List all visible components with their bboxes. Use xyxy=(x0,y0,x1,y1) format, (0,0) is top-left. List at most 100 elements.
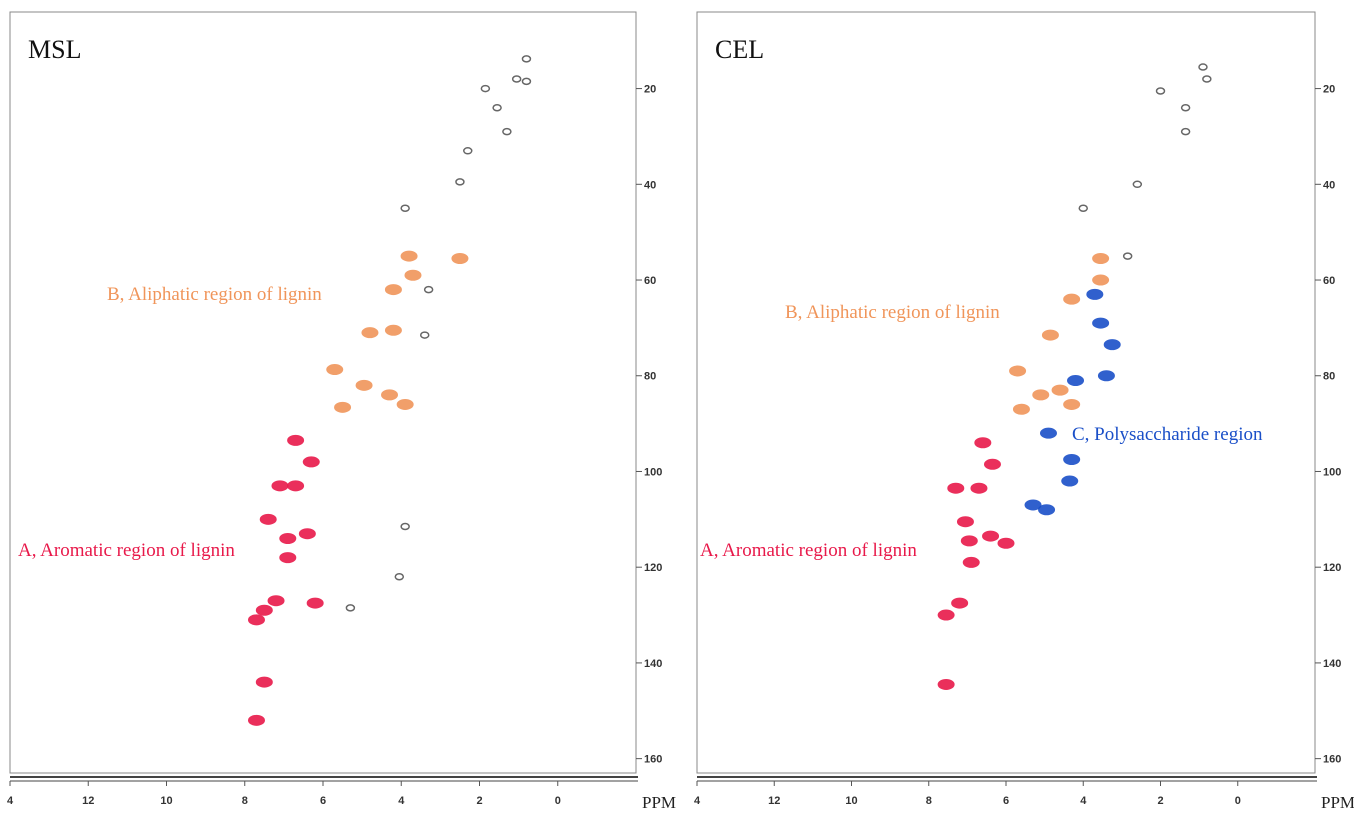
y-tick-label: 100 xyxy=(644,466,662,478)
peak xyxy=(1061,475,1079,487)
peak xyxy=(334,401,352,413)
peak xyxy=(1012,403,1030,415)
peak xyxy=(255,676,273,688)
y-tick-label: 40 xyxy=(1323,179,1335,191)
peak xyxy=(1041,329,1059,341)
region-label: B, Aliphatic region of lignin xyxy=(785,302,1000,323)
peak xyxy=(1202,75,1212,83)
plot-frame xyxy=(9,11,637,774)
x-tick-label: 6 xyxy=(1003,795,1009,807)
x-tick-label: 0 xyxy=(555,795,561,807)
peak xyxy=(267,595,285,607)
peak xyxy=(502,127,512,136)
x-tick-label: 10 xyxy=(845,795,857,807)
peak xyxy=(1092,317,1110,329)
y-tick-label: 140 xyxy=(644,658,662,670)
peak xyxy=(259,513,277,525)
y-tick-label: 20 xyxy=(1323,84,1335,96)
x-tick-label: 12 xyxy=(82,795,94,807)
peak xyxy=(1032,389,1050,401)
x-tick-label: 12 xyxy=(768,795,780,807)
peak xyxy=(974,437,992,449)
peak xyxy=(396,398,414,410)
peak xyxy=(492,103,502,112)
peak xyxy=(306,597,324,609)
peak xyxy=(302,456,320,468)
peak xyxy=(361,327,379,339)
x-tick-label: 2 xyxy=(476,795,482,807)
peak xyxy=(384,284,402,296)
peak xyxy=(451,252,469,264)
peak xyxy=(400,204,410,212)
peak xyxy=(1039,427,1057,439)
y-tick-label: 80 xyxy=(644,371,656,383)
y-tick-label: 20 xyxy=(644,84,656,96)
x-tick-label: 4 xyxy=(694,795,701,807)
peak xyxy=(1198,63,1208,71)
peak xyxy=(355,379,373,391)
peak xyxy=(455,178,465,186)
peak xyxy=(1078,204,1088,212)
peak xyxy=(1086,288,1104,300)
peak xyxy=(511,75,522,83)
peak xyxy=(326,364,344,376)
peak xyxy=(1051,384,1069,396)
y-tick-label: 60 xyxy=(1323,275,1335,287)
peak xyxy=(1063,454,1081,466)
peak xyxy=(423,285,434,294)
y-tick-label: 100 xyxy=(1323,466,1341,478)
peak xyxy=(1122,252,1133,260)
peak xyxy=(394,573,405,581)
region-label: A, Aromatic region of lignin xyxy=(18,540,235,561)
y-tick-label: 40 xyxy=(644,179,656,191)
peak xyxy=(937,609,955,621)
y-tick-label: 140 xyxy=(1323,658,1341,670)
peak xyxy=(997,537,1015,549)
x-tick-label: 2 xyxy=(1157,795,1163,807)
y-tick-label: 160 xyxy=(644,754,662,766)
peak xyxy=(298,528,316,540)
x-tick-label: 8 xyxy=(926,795,932,807)
peak xyxy=(962,556,980,568)
peak xyxy=(1180,127,1191,136)
x-tick-label: 6 xyxy=(320,795,326,807)
peak xyxy=(983,458,1001,470)
x-tick-label: 4 xyxy=(7,795,14,807)
peak xyxy=(1155,87,1166,95)
chart-title: CEL xyxy=(715,35,764,64)
peak xyxy=(463,147,473,155)
peak xyxy=(1038,504,1056,516)
peak xyxy=(521,55,532,63)
peak xyxy=(279,552,297,564)
peak xyxy=(1063,398,1081,410)
peak xyxy=(1092,252,1110,264)
peak xyxy=(982,530,1000,542)
region-label: C, Polysaccharide region xyxy=(1072,424,1263,445)
peak xyxy=(404,269,422,281)
peak xyxy=(1009,365,1027,377)
peak xyxy=(279,532,297,544)
peak xyxy=(937,678,955,690)
peak xyxy=(1024,499,1042,511)
peak xyxy=(970,482,988,494)
peak xyxy=(1067,375,1085,387)
y-tick-label: 80 xyxy=(1323,371,1335,383)
peak xyxy=(1132,180,1143,189)
peak xyxy=(400,250,418,262)
y-tick-label: 120 xyxy=(644,562,662,574)
peak xyxy=(1063,293,1081,305)
peak xyxy=(255,604,273,616)
peak xyxy=(960,535,978,547)
chart-title: MSL xyxy=(28,35,81,64)
peak xyxy=(287,480,305,492)
x-axis-title: PPM xyxy=(642,793,676,812)
x-axis-title: PPM xyxy=(1321,793,1354,812)
x-tick-label: 10 xyxy=(160,795,172,807)
peak xyxy=(271,480,289,492)
region-label: B, Aliphatic region of lignin xyxy=(107,284,322,305)
peak xyxy=(951,597,969,609)
peak xyxy=(384,324,402,336)
y-tick-label: 160 xyxy=(1323,754,1341,766)
plot-frame xyxy=(696,11,1316,774)
